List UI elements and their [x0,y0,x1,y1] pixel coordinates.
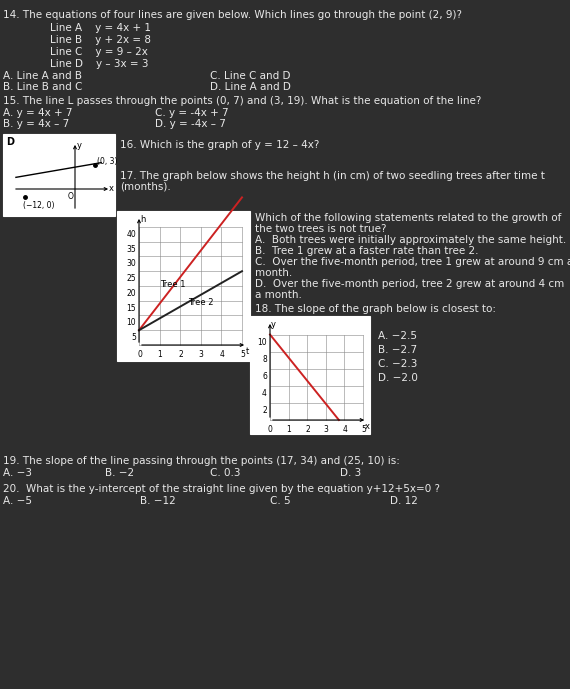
Text: C. 0.3: C. 0.3 [210,468,241,478]
Text: (−12, 0): (−12, 0) [23,201,54,210]
Text: A. y = 4x + 7: A. y = 4x + 7 [3,108,72,118]
Text: 40: 40 [126,230,136,239]
Text: (months).: (months). [120,182,171,192]
Text: B. Line B and C: B. Line B and C [3,82,83,92]
Text: t: t [246,347,249,356]
Text: 3: 3 [199,350,203,359]
Text: y: y [77,141,82,150]
Bar [117,211,250,361]
Text: B. −2: B. −2 [105,468,134,478]
Text: D.  Over the five-month period, tree 2 grew at around 4 cm: D. Over the five-month period, tree 2 gr… [255,279,564,289]
Text: 5: 5 [240,350,245,359]
Text: x: x [365,422,370,431]
Text: 8: 8 [262,355,267,364]
Text: D. −2.0: D. −2.0 [378,373,418,383]
Text: C. −2.3: C. −2.3 [378,359,417,369]
Text: 5: 5 [361,425,366,434]
Text: Tree 2: Tree 2 [189,298,214,307]
Text: h: h [140,215,145,224]
Text: 14. The equations of four lines are given below. Which lines go through the poin: 14. The equations of four lines are give… [3,10,462,20]
Text: D. 12: D. 12 [390,496,418,506]
Text: 20: 20 [127,289,136,298]
Text: y: y [271,320,276,329]
Text: x: x [109,184,114,193]
Text: A. −2.5: A. −2.5 [378,331,417,341]
Text: 30: 30 [126,260,136,269]
Text: D. 3: D. 3 [340,468,361,478]
Text: Line B    y + 2x = 8: Line B y + 2x = 8 [50,35,151,45]
Text: Line C    y = 9 – 2x: Line C y = 9 – 2x [50,47,148,57]
Text: 19. The slope of the line passing through the points (17, 34) and (25, 10) is:: 19. The slope of the line passing throug… [3,456,400,466]
Text: B.  Tree 1 grew at a faster rate than tree 2.: B. Tree 1 grew at a faster rate than tre… [255,246,478,256]
Text: 0: 0 [268,425,273,434]
Text: 25: 25 [127,274,136,283]
Text: 4: 4 [343,425,347,434]
Text: 6: 6 [262,372,267,381]
Text: 15: 15 [127,304,136,313]
Text: 35: 35 [126,245,136,254]
Text: B. −2.7: B. −2.7 [378,345,417,355]
Text: 16. Which is the graph of y = 12 – 4x?: 16. Which is the graph of y = 12 – 4x? [120,140,319,150]
Text: C.  Over the five-month period, tree 1 grew at around 9 cm a: C. Over the five-month period, tree 1 gr… [255,257,570,267]
Text: D. y = -4x – 7: D. y = -4x – 7 [155,119,226,129]
Text: 0: 0 [137,350,142,359]
Text: 5: 5 [131,333,136,342]
Text: C. y = -4x + 7: C. y = -4x + 7 [155,108,229,118]
Bar [3,134,115,216]
Text: 2: 2 [262,406,267,415]
Text: O: O [68,192,74,201]
Text: (0, 3): (0, 3) [97,157,118,166]
Text: the two trees is not true?: the two trees is not true? [255,224,386,234]
Text: 4: 4 [262,389,267,398]
Text: A. −5: A. −5 [3,496,32,506]
Text: A.  Both trees were initially approximately the same height.: A. Both trees were initially approximate… [255,235,566,245]
Text: 3: 3 [324,425,329,434]
Text: Line A    y = 4x + 1: Line A y = 4x + 1 [50,23,151,33]
Text: 17. The graph below shows the height h (in cm) of two seedling trees after time : 17. The graph below shows the height h (… [120,171,545,181]
Text: 18. The slope of the graph below is closest to:: 18. The slope of the graph below is clos… [255,304,496,314]
Text: B. y = 4x – 7: B. y = 4x – 7 [3,119,69,129]
Text: Tree 1: Tree 1 [160,280,185,289]
Text: 4: 4 [219,350,224,359]
Text: 1: 1 [287,425,291,434]
Text: C. 5: C. 5 [270,496,291,506]
Text: 10: 10 [127,318,136,327]
Text: Line D    y – 3x = 3: Line D y – 3x = 3 [50,59,149,69]
Text: a month.: a month. [255,290,302,300]
Text: 2: 2 [178,350,183,359]
Text: month.: month. [255,268,292,278]
Text: 20.  What is the y-intercept of the straight line given by the equation y+12+5x=: 20. What is the y-intercept of the strai… [3,484,440,494]
Text: A. Line A and B: A. Line A and B [3,71,82,81]
Text: Which of the following statements related to the growth of: Which of the following statements relate… [255,213,561,223]
Bar [250,316,370,434]
Text: C. Line C and D: C. Line C and D [210,71,291,81]
Text: D: D [6,137,14,147]
Text: 2: 2 [305,425,310,434]
Text: D. Line A and D: D. Line A and D [210,82,291,92]
Text: 10: 10 [258,338,267,347]
Text: 1: 1 [157,350,162,359]
Text: 15. The line L passes through the points (0, 7) and (3, 19). What is the equatio: 15. The line L passes through the points… [3,96,482,106]
Text: A. −3: A. −3 [3,468,32,478]
Text: B. −12: B. −12 [140,496,176,506]
